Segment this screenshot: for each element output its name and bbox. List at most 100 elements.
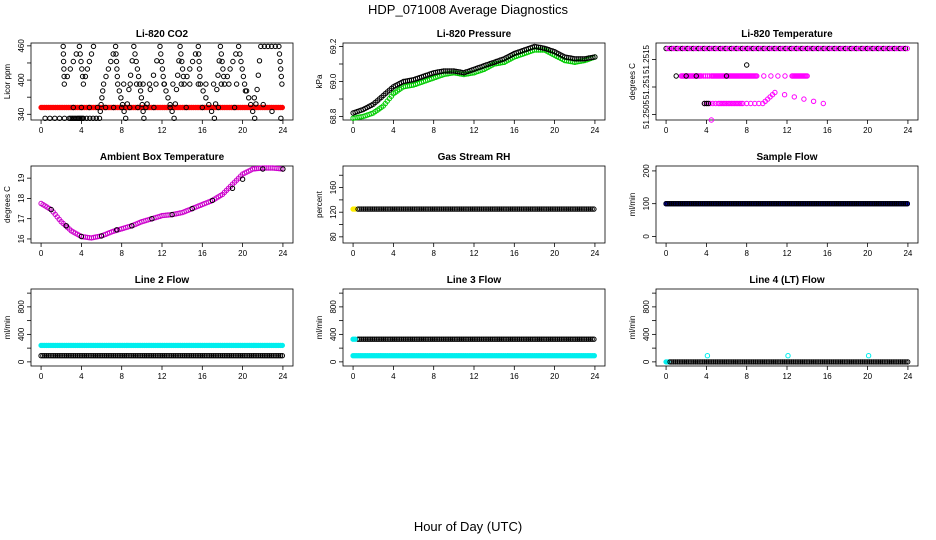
data-point	[86, 58, 93, 65]
data-point	[712, 359, 719, 365]
data-point	[90, 115, 96, 122]
data-point	[580, 206, 586, 212]
panel-li-820-pressure-series-black	[350, 43, 598, 116]
panel-ambient-box-temperature-xtick-label: 8	[119, 249, 124, 258]
data-point	[821, 201, 827, 207]
data-point	[176, 353, 182, 359]
data-point	[804, 73, 810, 79]
data-point	[697, 45, 704, 52]
panel-line-4-lt-flow-series-black	[667, 359, 911, 365]
data-point	[730, 201, 736, 207]
data-point	[803, 201, 809, 207]
data-point	[189, 205, 195, 212]
data-point	[747, 359, 753, 365]
data-point	[536, 206, 543, 212]
panel-line-2-flow-series-cyan	[38, 342, 285, 349]
data-point	[210, 353, 217, 359]
data-point	[835, 45, 842, 52]
data-point	[368, 336, 374, 342]
data-point	[216, 353, 222, 359]
panel-li-820-pressure-xtick-label: 12	[470, 126, 479, 135]
data-point	[258, 43, 264, 50]
data-point	[225, 353, 231, 359]
data-point	[210, 81, 217, 87]
data-point	[105, 353, 111, 359]
data-point	[848, 45, 854, 52]
data-point	[216, 58, 222, 64]
panel-li-820-pressure-ylabel: kPa	[315, 74, 324, 88]
data-point	[681, 45, 687, 52]
data-point	[564, 336, 570, 342]
panel-gas-stream-rh-ytick-label: 80	[329, 232, 338, 241]
data-point	[435, 206, 441, 212]
data-point	[455, 206, 461, 212]
data-point	[587, 206, 593, 212]
data-point	[207, 353, 213, 359]
data-point	[835, 201, 842, 207]
data-point	[801, 45, 807, 52]
data-point	[888, 359, 895, 365]
data-point	[821, 359, 827, 365]
data-point	[113, 58, 120, 65]
data-point	[717, 201, 724, 207]
data-point	[592, 54, 598, 60]
data-point	[102, 104, 109, 111]
data-point	[866, 359, 873, 365]
data-point	[418, 336, 425, 342]
data-point	[437, 336, 443, 342]
data-point	[712, 201, 718, 207]
data-point	[544, 206, 550, 212]
data-point	[67, 353, 73, 359]
data-point	[257, 353, 264, 359]
panel-line-3-flow: Line 3 Flow ml/min 0 4 8 12 16 20 24 0 400 800	[315, 275, 606, 381]
data-point	[259, 353, 266, 359]
data-point	[540, 336, 546, 342]
data-point	[418, 206, 425, 212]
data-point	[701, 201, 707, 207]
panel-line-4-lt-flow-xtick-label: 24	[903, 372, 912, 381]
data-point	[60, 51, 67, 57]
data-point	[51, 353, 57, 359]
data-point	[788, 359, 795, 365]
data-point	[489, 206, 495, 212]
data-point	[78, 104, 85, 111]
data-point	[196, 58, 202, 65]
data-point	[810, 45, 816, 52]
data-point	[538, 206, 544, 212]
data-point	[511, 206, 517, 212]
data-point	[850, 359, 856, 365]
data-point	[176, 58, 182, 64]
data-point	[473, 336, 479, 342]
data-point	[100, 81, 107, 87]
data-point	[147, 353, 153, 359]
data-point	[870, 45, 876, 52]
data-point	[779, 45, 785, 52]
data-point	[846, 45, 852, 52]
data-point	[700, 359, 706, 365]
data-point	[757, 45, 764, 52]
data-point	[899, 359, 905, 365]
data-point	[404, 336, 410, 342]
data-point	[770, 201, 776, 207]
data-point	[453, 206, 459, 212]
data-point	[708, 45, 715, 52]
data-point	[417, 206, 423, 212]
data-point	[719, 45, 725, 52]
panel-li-820-temperature-ytick-label: 51.2515	[642, 44, 651, 73]
data-point	[774, 359, 780, 365]
data-point	[843, 359, 849, 365]
data-point	[687, 359, 693, 365]
data-point	[553, 206, 559, 212]
panel-ambient-box-temperature-ylabel: degrees C	[3, 186, 12, 223]
data-point	[493, 206, 499, 212]
panel-line-2-flow-ytick-label: 400	[17, 327, 26, 341]
data-point	[857, 201, 863, 207]
data-point	[211, 115, 218, 122]
data-point	[254, 86, 260, 93]
data-point	[670, 45, 676, 52]
data-point	[391, 206, 398, 212]
data-point	[679, 45, 686, 52]
data-point	[806, 45, 813, 52]
data-point	[355, 206, 361, 212]
data-point	[705, 100, 712, 107]
